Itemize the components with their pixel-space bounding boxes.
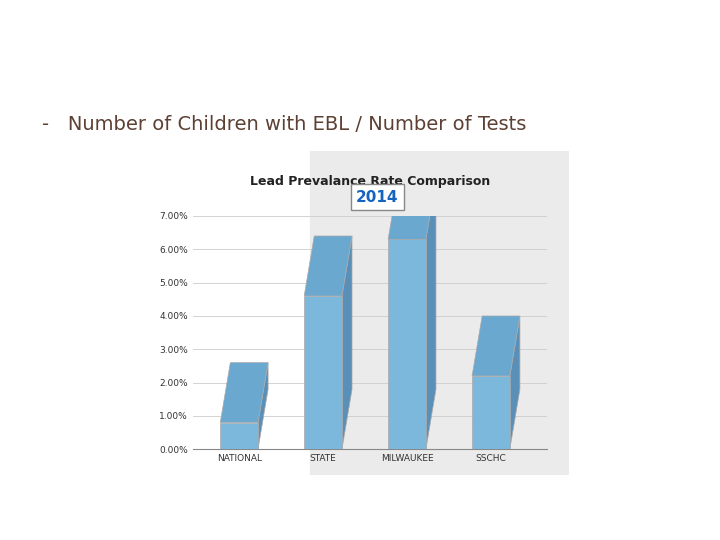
Polygon shape xyxy=(304,236,352,296)
Polygon shape xyxy=(258,363,268,449)
Bar xyxy=(310,151,569,475)
Polygon shape xyxy=(510,316,520,449)
Bar xyxy=(472,376,510,449)
Title: Lead Prevalance Rate Comparison: Lead Prevalance Rate Comparison xyxy=(250,176,490,188)
Bar xyxy=(220,423,258,449)
Polygon shape xyxy=(426,179,436,449)
Text: -   Number of Children with EBL / Number of Tests: - Number of Children with EBL / Number o… xyxy=(42,114,526,134)
Polygon shape xyxy=(342,236,352,449)
Polygon shape xyxy=(388,179,436,239)
Text: 2014: 2014 xyxy=(356,190,398,205)
Bar xyxy=(388,239,426,449)
Text: Lead Prevalence Rate: Lead Prevalence Rate xyxy=(180,45,540,79)
Polygon shape xyxy=(220,363,268,423)
Polygon shape xyxy=(472,316,520,376)
Bar xyxy=(304,296,342,449)
